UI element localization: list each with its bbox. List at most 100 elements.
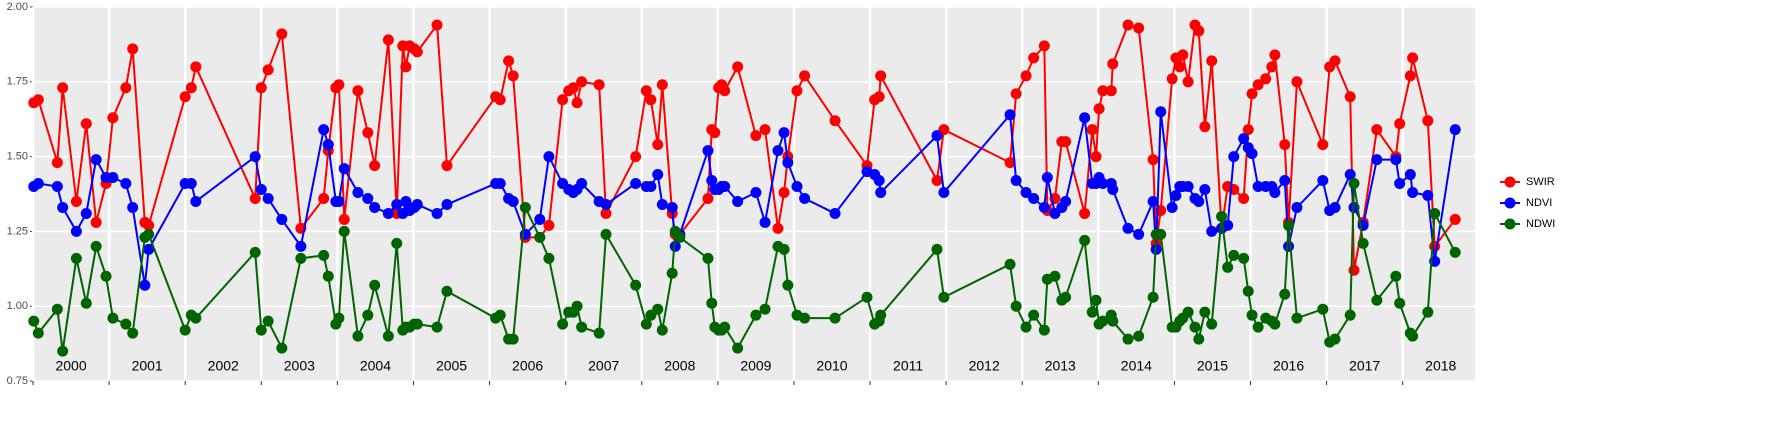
data-point xyxy=(829,207,841,219)
data-point xyxy=(1242,124,1254,136)
legend-label: NDVI xyxy=(1526,197,1552,209)
data-point xyxy=(1122,222,1134,234)
data-point xyxy=(190,61,202,73)
data-point xyxy=(431,321,443,333)
data-point xyxy=(400,195,412,207)
data-point xyxy=(702,145,714,157)
data-point xyxy=(1329,55,1341,67)
data-point xyxy=(362,127,374,139)
data-point xyxy=(1177,49,1189,61)
data-point xyxy=(127,43,139,55)
x-tick-label: 2000 xyxy=(55,358,86,374)
data-point xyxy=(557,94,569,106)
x-tick-label: 2009 xyxy=(740,358,771,374)
data-point xyxy=(1394,118,1406,130)
data-point xyxy=(32,178,44,190)
data-point xyxy=(507,70,519,82)
data-point xyxy=(640,85,652,97)
data-point xyxy=(938,187,950,199)
data-point xyxy=(338,163,350,175)
data-point xyxy=(1222,261,1234,273)
data-point xyxy=(1097,315,1109,327)
data-point xyxy=(571,300,583,312)
data-point xyxy=(1079,234,1091,246)
data-point xyxy=(1020,321,1032,333)
data-point xyxy=(1407,330,1419,342)
data-point xyxy=(322,270,334,282)
data-point xyxy=(441,198,453,210)
data-point xyxy=(1344,309,1356,321)
data-point xyxy=(411,318,423,330)
y-tick-label: 1.25 xyxy=(7,225,28,237)
data-point xyxy=(1291,201,1303,213)
data-point xyxy=(107,172,119,184)
data-point xyxy=(369,201,381,213)
data-point xyxy=(1004,157,1016,169)
x-tick-label: 2017 xyxy=(1349,358,1380,374)
data-point xyxy=(1086,124,1098,136)
data-point xyxy=(1020,70,1032,82)
data-point xyxy=(1028,192,1040,204)
data-point xyxy=(709,127,721,139)
data-point xyxy=(1252,79,1264,91)
data-point xyxy=(441,285,453,297)
data-point xyxy=(1228,151,1240,163)
data-point xyxy=(1269,318,1281,330)
data-point xyxy=(382,34,394,46)
data-point xyxy=(1097,85,1109,97)
data-point xyxy=(1394,178,1406,190)
data-point xyxy=(333,79,345,91)
data-point xyxy=(1107,315,1119,327)
x-tick-label: 2015 xyxy=(1197,358,1228,374)
y-tick-label: 2.00 xyxy=(7,1,28,13)
data-point xyxy=(1155,106,1167,118)
data-point xyxy=(1269,187,1281,199)
x-tick-label: 2007 xyxy=(588,358,619,374)
data-point xyxy=(494,94,506,106)
data-point xyxy=(1246,309,1258,321)
data-point xyxy=(70,252,82,264)
x-tick-label: 2016 xyxy=(1273,358,1304,374)
data-point xyxy=(519,201,531,213)
data-point xyxy=(441,160,453,172)
data-point xyxy=(1206,318,1218,330)
data-point xyxy=(179,91,191,103)
data-point xyxy=(352,330,364,342)
data-point xyxy=(1079,207,1091,219)
x-tick-label: 2014 xyxy=(1121,358,1152,374)
data-point xyxy=(1404,70,1416,82)
data-point xyxy=(1049,270,1061,282)
data-point xyxy=(759,303,771,315)
x-tick-label: 2018 xyxy=(1425,358,1456,374)
data-point xyxy=(1246,148,1258,160)
data-point xyxy=(1038,201,1050,213)
data-point xyxy=(382,330,394,342)
data-point xyxy=(1097,178,1109,190)
x-tick-label: 2002 xyxy=(208,358,239,374)
data-point xyxy=(799,70,811,82)
data-point xyxy=(719,181,731,193)
data-point xyxy=(829,312,841,324)
data-point xyxy=(600,228,612,240)
data-point xyxy=(1133,330,1145,342)
data-point xyxy=(1344,91,1356,103)
data-point xyxy=(732,195,744,207)
data-point xyxy=(1020,187,1032,199)
x-tick-label: 2012 xyxy=(969,358,1000,374)
data-point xyxy=(190,312,202,324)
data-point xyxy=(1348,178,1360,190)
data-point xyxy=(1122,19,1134,31)
data-point xyxy=(630,279,642,291)
data-point xyxy=(1279,175,1291,187)
data-point xyxy=(576,178,588,190)
data-point xyxy=(1206,225,1218,237)
x-tick-label: 2004 xyxy=(360,358,391,374)
data-point xyxy=(262,315,274,327)
data-point xyxy=(1028,309,1040,321)
data-point xyxy=(1105,85,1117,97)
data-point xyxy=(318,249,330,261)
data-point xyxy=(593,327,605,339)
data-point xyxy=(338,225,350,237)
data-point xyxy=(1133,22,1145,34)
legend-label: SWIR xyxy=(1526,176,1555,188)
